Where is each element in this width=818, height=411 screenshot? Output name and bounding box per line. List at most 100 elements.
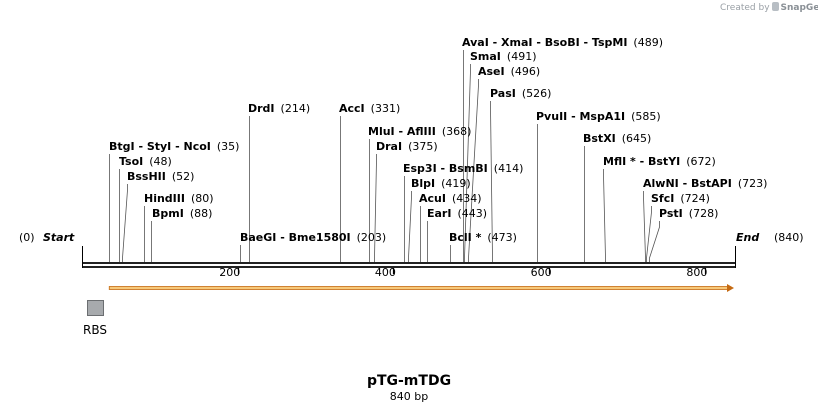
site-enzyme-name: AccI: [339, 102, 365, 115]
watermark-brand: SnapGene: [780, 3, 818, 13]
restriction-site-eari[interactable]: EarI (443): [427, 207, 487, 220]
site-position: (414): [493, 162, 524, 175]
site-enzyme-name: EarI: [427, 207, 452, 220]
restriction-site-tsoi[interactable]: TsoI (48): [119, 155, 172, 168]
site-enzyme-name: AcuI: [419, 192, 446, 205]
restriction-site-bsshii[interactable]: BssHII (52): [127, 170, 194, 183]
end-position: (840): [774, 231, 804, 244]
rbs-feature[interactable]: [87, 300, 104, 316]
site-position: (331): [370, 102, 401, 115]
site-position: (88): [189, 207, 213, 220]
site-position: (80): [190, 192, 214, 205]
site-enzyme-name: BaeGI - Bme1580I: [240, 231, 351, 244]
site-position: (35): [216, 140, 240, 153]
snapgene-watermark: Created by SnapGene: [720, 2, 818, 13]
restriction-site-asei[interactable]: AseI (496): [478, 65, 540, 78]
restriction-site-btgi-styi-ncoi[interactable]: BtgI - StyI - NcoI (35): [109, 140, 239, 153]
site-position: (473): [487, 231, 517, 244]
backbone-bottom-strand: [82, 266, 736, 268]
site-enzyme-name: AlwNI - BstAPI: [643, 177, 732, 190]
restriction-site-bpmi[interactable]: BpmI (88): [152, 207, 212, 220]
site-leader-line: [468, 79, 479, 262]
site-enzyme-name: BssHII: [127, 170, 166, 183]
site-position: (728): [688, 207, 719, 220]
site-leader-line: [122, 184, 128, 262]
site-position: (443): [457, 207, 488, 220]
site-enzyme-name: DraI: [376, 140, 403, 153]
site-position: (496): [510, 65, 541, 78]
site-enzyme-name: BpmI: [152, 207, 184, 220]
site-position: (672): [686, 155, 716, 168]
orf-arrow-body: [108, 286, 729, 290]
site-position: (52): [171, 170, 195, 183]
site-position: (203): [356, 231, 387, 244]
start-label: Start: [43, 231, 75, 244]
ruler-tick-label: 400: [374, 266, 396, 279]
site-position: (645): [621, 132, 652, 145]
restriction-site-alwni-bstapi[interactable]: AlwNI - BstAPI (723): [643, 177, 767, 190]
site-position: (368): [441, 125, 472, 138]
site-enzyme-name: AvaI - XmaI - BsoBI - TspMI: [462, 36, 628, 49]
restriction-site-bcli[interactable]: BclI * (473): [449, 231, 517, 244]
site-enzyme-name: BclI *: [449, 231, 482, 244]
site-enzyme-name: DrdI: [248, 102, 275, 115]
site-enzyme-name: SmaI: [470, 50, 501, 63]
backbone-top-strand: [82, 262, 736, 264]
site-position: (48): [149, 155, 172, 168]
restriction-site-pvuii-mspa1i[interactable]: PvuII - MspA1I (585): [536, 110, 661, 123]
site-enzyme-name: SfcI: [651, 192, 675, 205]
site-enzyme-name: HindIII: [144, 192, 185, 205]
restriction-site-acui[interactable]: AcuI (434): [419, 192, 482, 205]
site-leader-line: [408, 191, 412, 262]
restriction-site-esp3i-bsmbi[interactable]: Esp3I - BsmBI (414): [403, 162, 523, 175]
site-enzyme-name: TsoI: [119, 155, 144, 168]
restriction-site-hindiii[interactable]: HindIII (80): [144, 192, 214, 205]
restriction-site-smai[interactable]: SmaI (491): [470, 50, 537, 63]
site-position: (724): [680, 192, 710, 205]
site-position: (585): [631, 110, 661, 123]
plasmid-name: pTG-mTDG: [366, 373, 452, 389]
site-position: (491): [506, 50, 537, 63]
site-leader-line: [643, 191, 646, 262]
restriction-site-blpi[interactable]: BlpI (419): [411, 177, 471, 190]
site-position: (419): [441, 177, 471, 190]
restriction-site-bstxi[interactable]: BstXI (645): [583, 132, 651, 145]
site-leader-line: [464, 64, 471, 262]
site-enzyme-name: BstXI: [583, 132, 616, 145]
site-leader-line: [603, 169, 606, 262]
restriction-site-mfli-bstyi[interactable]: MflI * - BstYI (672): [603, 155, 716, 168]
restriction-site-baegi-bme1580i[interactable]: BaeGI - Bme1580I (203): [240, 231, 386, 244]
plasmid-size: 840 bp: [389, 390, 429, 403]
start-position: (0): [19, 231, 35, 244]
rbs-feature-label: RBS: [83, 323, 107, 337]
site-leader-line: [649, 221, 660, 262]
restriction-site-sfci[interactable]: SfcI (724): [651, 192, 710, 205]
site-enzyme-name: PvuII - MspA1I: [536, 110, 626, 123]
watermark-created-by: Created by: [720, 3, 770, 13]
site-position: (375): [408, 140, 438, 153]
site-enzyme-name: BlpI: [411, 177, 436, 190]
site-leader-line: [646, 206, 652, 262]
restriction-site-avai-xmai-bsobi-tspmi[interactable]: AvaI - XmaI - BsoBI - TspMI (489): [462, 36, 663, 49]
restriction-site-acci[interactable]: AccI (331): [339, 102, 400, 115]
site-enzyme-name: PasI: [490, 87, 516, 100]
site-position: (214): [280, 102, 311, 115]
restriction-site-psti[interactable]: PstI (728): [659, 207, 718, 220]
site-enzyme-name: BtgI - StyI - NcoI: [109, 140, 211, 153]
site-enzyme-name: Esp3I - BsmBI: [403, 162, 488, 175]
site-leader-line: [490, 101, 493, 262]
restriction-site-pasi[interactable]: PasI (526): [490, 87, 551, 100]
ruler-tick-label: 800: [686, 266, 708, 279]
end-label: End: [736, 231, 760, 244]
restriction-site-drai[interactable]: DraI (375): [376, 140, 438, 153]
restriction-site-drdi[interactable]: DrdI (214): [248, 102, 310, 115]
orf-arrow-head: [727, 284, 734, 292]
site-position: (723): [737, 177, 768, 190]
ruler-tick-label: 600: [530, 266, 552, 279]
site-position: (526): [521, 87, 552, 100]
restriction-site-mlui-afliii[interactable]: MluI - AflIII (368): [368, 125, 471, 138]
site-position: (489): [633, 36, 664, 49]
snapgene-logo-icon: [771, 2, 779, 11]
